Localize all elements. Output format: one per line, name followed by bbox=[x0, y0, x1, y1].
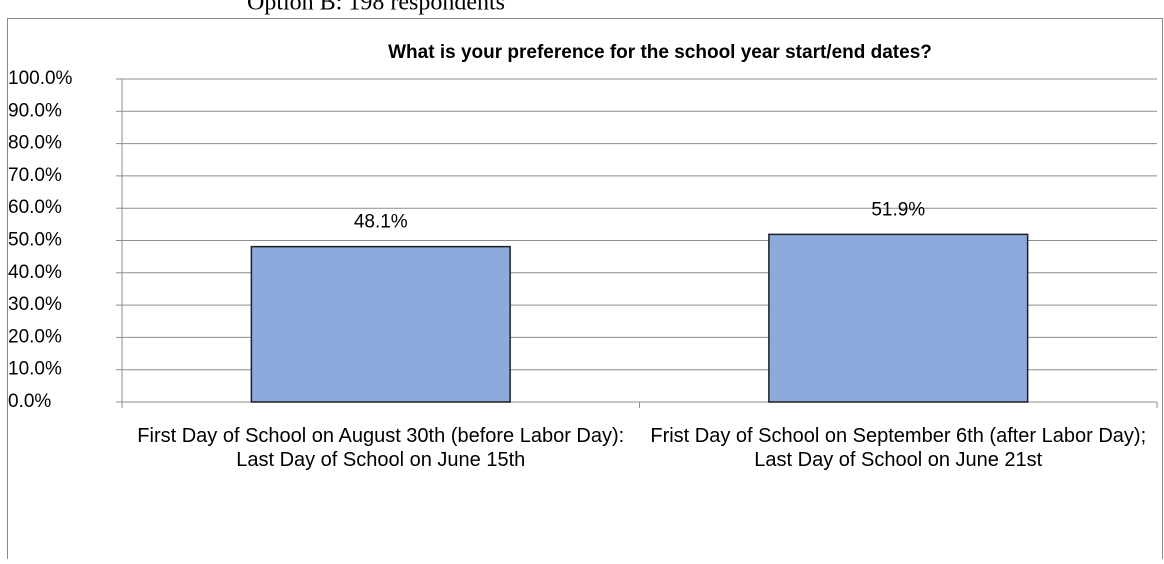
data-label: 48.1% bbox=[354, 212, 408, 233]
y-tick-label: 10.0% bbox=[8, 359, 62, 380]
y-tick-label: 30.0% bbox=[8, 294, 62, 315]
data-label: 51.9% bbox=[871, 199, 925, 220]
bar bbox=[250, 245, 511, 403]
y-tick-label: 40.0% bbox=[8, 262, 62, 283]
y-tick-label: 100.0% bbox=[8, 68, 73, 89]
y-tick-label: 0.0% bbox=[8, 391, 51, 412]
bar bbox=[768, 233, 1029, 403]
caption: Option B: 198 respondents bbox=[247, 0, 505, 16]
x-tick-label: First Day of School on August 30th (befo… bbox=[137, 425, 625, 471]
x-tick-label: Frist Day of School on September 6th (af… bbox=[650, 425, 1147, 471]
y-tick-label: 80.0% bbox=[8, 133, 62, 154]
y-tick-label: 60.0% bbox=[8, 197, 62, 218]
chart-title: What is your preference for the school y… bbox=[388, 42, 932, 63]
y-tick-label: 70.0% bbox=[8, 165, 62, 186]
x-tick-label-box: Frist Day of School on September 6th (af… bbox=[650, 425, 1147, 471]
y-tick-label: 90.0% bbox=[8, 100, 62, 121]
y-tick-label: 20.0% bbox=[8, 326, 62, 347]
x-tick-label-box: First Day of School on August 30th (befo… bbox=[137, 425, 625, 471]
y-tick-label: 50.0% bbox=[8, 230, 62, 251]
